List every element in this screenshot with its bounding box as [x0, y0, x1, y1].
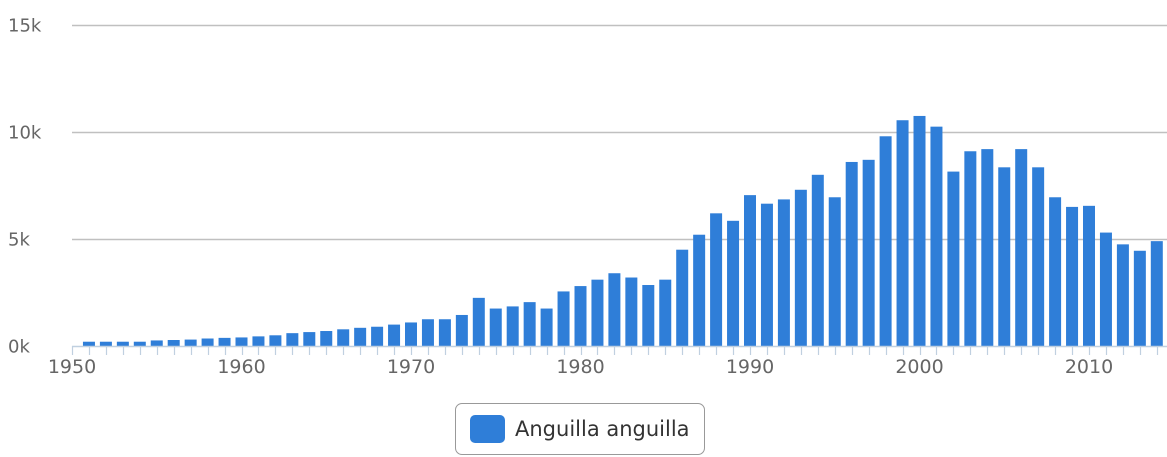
- bar[interactable]: [523, 302, 536, 346]
- bar[interactable]: [201, 338, 214, 346]
- bar[interactable]: [676, 249, 689, 346]
- y-tick-label: 15k: [8, 16, 42, 37]
- x-tick-label: 1990: [726, 356, 774, 378]
- bar[interactable]: [794, 189, 807, 346]
- bar[interactable]: [82, 341, 95, 346]
- bar[interactable]: [710, 213, 723, 346]
- bar[interactable]: [252, 336, 265, 346]
- bar[interactable]: [998, 167, 1011, 346]
- bar[interactable]: [421, 319, 434, 346]
- bar[interactable]: [777, 199, 790, 346]
- legend[interactable]: Anguilla anguilla: [455, 403, 705, 455]
- x-tick-label: 1970: [387, 356, 435, 378]
- bar[interactable]: [489, 308, 502, 346]
- bar[interactable]: [659, 279, 672, 346]
- bar[interactable]: [354, 327, 367, 346]
- bar[interactable]: [913, 115, 926, 346]
- bar[interactable]: [438, 319, 451, 346]
- bar[interactable]: [388, 324, 401, 346]
- bar[interactable]: [405, 322, 417, 346]
- bar[interactable]: [930, 126, 943, 347]
- legend-label: Anguilla anguilla: [515, 417, 690, 441]
- bar[interactable]: [845, 161, 858, 346]
- bar[interactable]: [99, 341, 112, 346]
- bar[interactable]: [455, 314, 468, 346]
- bar[interactable]: [1032, 167, 1045, 346]
- bar[interactable]: [760, 203, 773, 346]
- x-tick-label: 1980: [556, 356, 604, 378]
- bar[interactable]: [557, 291, 570, 346]
- x-tick-label: 1960: [217, 356, 265, 378]
- y-tick-label: 10k: [8, 123, 42, 144]
- bar[interactable]: [133, 341, 146, 346]
- bar[interactable]: [947, 171, 960, 346]
- bar[interactable]: [811, 174, 824, 346]
- bar[interactable]: [540, 308, 553, 346]
- bar[interactable]: [116, 341, 129, 346]
- x-tick-label: 2010: [1065, 356, 1113, 378]
- bar[interactable]: [608, 273, 621, 346]
- bar[interactable]: [1083, 205, 1095, 346]
- bar[interactable]: [269, 335, 282, 346]
- bar[interactable]: [981, 149, 994, 346]
- bar[interactable]: [506, 306, 519, 346]
- bar[interactable]: [1116, 244, 1129, 346]
- bar-chart: 1950 1960 1970 1980 1990 2000 2010 0k 5k 10k 15k: [8, 16, 1167, 378]
- bar[interactable]: [235, 337, 248, 346]
- bar[interactable]: [744, 195, 756, 346]
- bar-series: [82, 115, 1163, 347]
- x-axis: 1950 1960 1970 1980 1990 2000 2010: [48, 345, 1167, 378]
- bar[interactable]: [642, 285, 655, 346]
- bar[interactable]: [1099, 232, 1112, 346]
- bar[interactable]: [896, 120, 909, 346]
- y-axis: 0k 5k 10k 15k: [8, 16, 42, 358]
- bar[interactable]: [371, 326, 384, 346]
- bar[interactable]: [828, 197, 841, 346]
- bar[interactable]: [167, 340, 180, 346]
- bar[interactable]: [337, 329, 350, 346]
- bar[interactable]: [1066, 206, 1079, 346]
- bar[interactable]: [218, 337, 231, 346]
- bar[interactable]: [879, 136, 892, 346]
- bar[interactable]: [286, 333, 299, 346]
- bar[interactable]: [1015, 149, 1028, 346]
- y-tick-label: 5k: [8, 230, 30, 251]
- bar[interactable]: [472, 297, 485, 346]
- bar[interactable]: [184, 339, 197, 346]
- bar[interactable]: [1049, 197, 1062, 346]
- bar[interactable]: [574, 286, 587, 346]
- bar[interactable]: [1150, 241, 1163, 346]
- legend-swatch: [470, 415, 505, 443]
- bar[interactable]: [693, 234, 706, 346]
- bar[interactable]: [862, 159, 875, 346]
- bar[interactable]: [1133, 250, 1146, 346]
- bar[interactable]: [320, 331, 333, 346]
- bar[interactable]: [150, 340, 163, 346]
- x-tick-label: 1950: [48, 356, 96, 378]
- x-tick-label: 2000: [895, 356, 943, 378]
- bar[interactable]: [303, 332, 316, 346]
- y-tick-label: 0k: [8, 337, 30, 358]
- bar[interactable]: [964, 151, 977, 346]
- bar[interactable]: [727, 220, 740, 346]
- bar[interactable]: [625, 277, 638, 346]
- bar[interactable]: [591, 279, 604, 346]
